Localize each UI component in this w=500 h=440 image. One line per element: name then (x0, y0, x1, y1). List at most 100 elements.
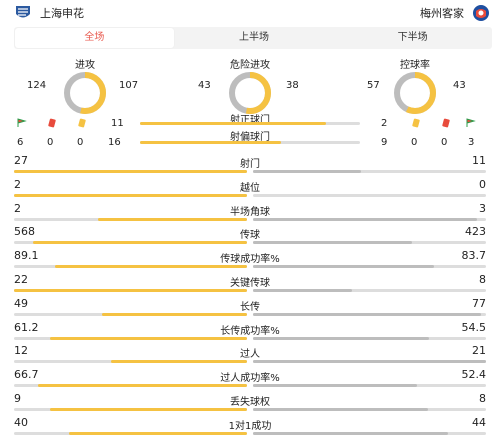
period-tabs: 全场 上半场 下半场 (14, 27, 492, 49)
ring-possession-chart (394, 72, 436, 114)
tab-second-half[interactable]: 下半场 (397, 32, 428, 43)
match-header: 上海申花 梅州客家 (0, 0, 500, 26)
stat-away-value: 11 (472, 154, 486, 167)
ring-possession-away: 43 (453, 80, 466, 91)
stat-away-bar (253, 431, 449, 435)
stat-home-value: 568 (14, 225, 35, 239)
stat-home-bar (38, 384, 247, 388)
stat-away-value: 52.4 (461, 368, 487, 382)
ring-attacks-chart (64, 72, 106, 114)
stat-away-bar (253, 408, 429, 411)
stat-row: 9 丢失球权 8 (0, 392, 500, 416)
stat-home-bar (49, 408, 247, 411)
away-team-name: 梅州客家 (420, 7, 464, 20)
stat-row: 12 过人 21 (0, 344, 500, 368)
home-team-badge-icon (16, 6, 30, 18)
stat-away-value: 423 (465, 225, 486, 239)
stat-name: 丢失球权 (230, 397, 270, 408)
ring-dangerous-attacks-chart (229, 72, 271, 114)
shots-on-target-home: 11 (111, 118, 124, 129)
stat-name: 1对1成功 (228, 420, 272, 432)
stat-home-bar (14, 289, 247, 292)
stat-home-value: 22 (14, 273, 28, 286)
stat-away-bar (253, 336, 429, 340)
away-red-card-icon (442, 118, 450, 128)
stat-away-value: 77 (472, 296, 486, 310)
away-corner-flag-icon (466, 118, 476, 127)
stat-away-value: 3 (479, 201, 486, 215)
stat-home-bar (97, 217, 247, 221)
stat-name: 长传成功率% (220, 325, 280, 337)
ring-possession-title: 控球率 (400, 60, 430, 71)
shots-on-target-row: 射正球门 (0, 111, 500, 126)
ring-dangerous-attacks-title: 危险进攻 (230, 60, 270, 71)
stat-name: 传球 (240, 230, 260, 242)
stat-name: 传球成功率% (220, 254, 280, 266)
stat-away-track (253, 193, 486, 197)
tab-first-half[interactable]: 上半场 (239, 32, 269, 43)
stat-away-bar (253, 241, 413, 245)
tab-full-match[interactable]: 全场 (15, 28, 174, 48)
away-corner-count: 3 (468, 137, 475, 148)
stat-row: 27 射门 11 (0, 154, 500, 178)
home-yellow-card-count: 0 (77, 137, 84, 148)
shots-off-target-away: 9 (381, 137, 388, 148)
stat-name: 过人 (240, 349, 260, 361)
home-red-card-count: 0 (47, 137, 54, 148)
home-team[interactable]: 上海申花 (14, 4, 84, 22)
stat-row: 66.7 过人成功率% 52.4 (0, 368, 500, 392)
ring-attacks-title: 进攻 (75, 60, 95, 71)
stat-home-value: 66.7 (14, 368, 39, 382)
stat-away-bar (253, 360, 486, 364)
ring-dangerous-attacks-home-arc (229, 72, 271, 114)
stat-away-bar (253, 384, 418, 388)
stat-home-bar (49, 336, 247, 340)
stat-name: 射门 (240, 159, 260, 170)
stat-row: 2 半场角球 3 (0, 202, 500, 226)
stat-row: 2 越位 0 (0, 178, 500, 202)
stat-away-bar (253, 312, 481, 316)
shots-off-target-bar-row: 6 0 0 16 9 0 0 3 (0, 137, 500, 151)
ring-attacks-away: 107 (119, 80, 139, 91)
stat-home-bar (102, 312, 247, 316)
stat-name: 长传 (240, 301, 260, 313)
ring-possession-home: 57 (367, 80, 380, 91)
stat-home-value: 12 (14, 344, 28, 358)
ring-dangerous-attacks-away: 38 (286, 80, 299, 91)
stat-name: 越位 (240, 182, 260, 194)
shots-off-target-home: 16 (108, 137, 121, 148)
stat-home-value: 2 (14, 177, 21, 191)
stat-home-value: 89.1 (14, 249, 39, 263)
stat-home-bar (14, 170, 247, 173)
away-team[interactable]: 梅州客家 (420, 4, 490, 22)
shots-off-target-label: 射偏球门 (230, 132, 270, 143)
shots-off-target-row: 射偏球门 (0, 128, 500, 143)
ring-dangerous-attacks-home: 43 (198, 80, 211, 91)
red-card-icon (48, 118, 56, 128)
ring-attacks-home-arc (64, 72, 106, 114)
shots-on-target-away: 2 (381, 118, 388, 129)
stat-row: 89.1 传球成功率% 83.7 (0, 249, 500, 273)
stat-name: 关键传球 (230, 278, 270, 289)
yellow-card-icon (78, 118, 86, 128)
stat-row: 22 关键传球 8 (0, 273, 500, 297)
stat-name: 过人成功率% (220, 373, 280, 385)
away-team-badge-icon (473, 5, 489, 21)
stat-away-value: 8 (479, 273, 486, 286)
away-yellow-card-icon (412, 118, 420, 128)
stat-away-value: 54.5 (461, 320, 487, 334)
away-red-card-count: 0 (441, 137, 448, 148)
stat-home-value: 9 (14, 392, 21, 405)
stat-home-value: 27 (14, 154, 28, 167)
ring-possession: 控球率 57 43 (355, 56, 475, 114)
stat-away-value: 44 (472, 415, 486, 429)
shots-on-target-bar-row: 11 2 (0, 118, 500, 132)
stat-away-bar (253, 170, 361, 173)
stat-away-value: 21 (472, 344, 486, 358)
stat-row: 49 长传 77 (0, 297, 500, 321)
stat-home-value: 40 (14, 415, 28, 429)
stat-away-value: 0 (479, 177, 486, 191)
ring-possession-home-arc (394, 72, 436, 114)
stat-home-value: 49 (14, 296, 28, 310)
corner-flag-icon (17, 118, 27, 127)
